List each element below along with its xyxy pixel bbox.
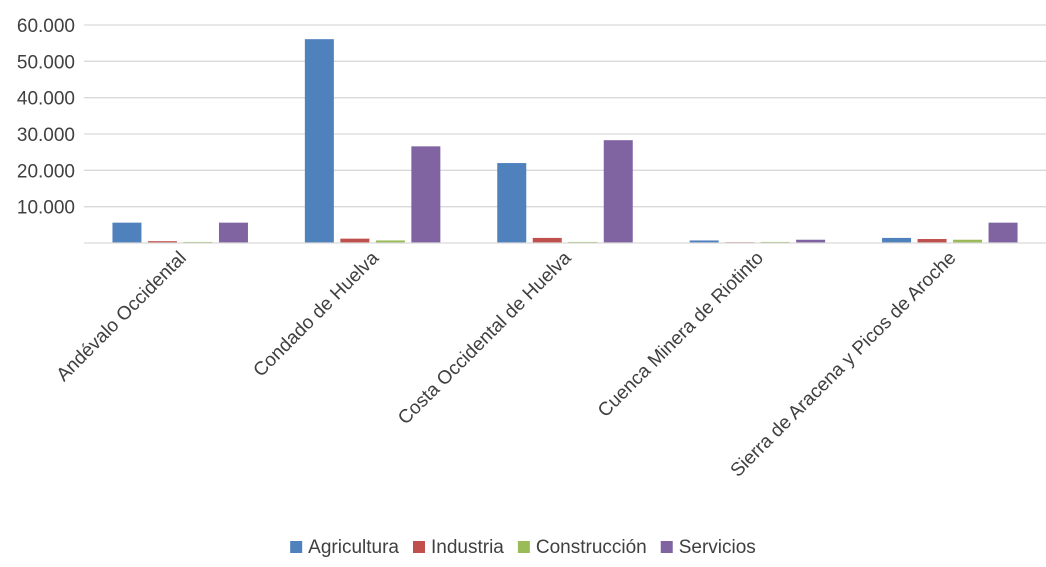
- legend-label: Servicios: [679, 537, 756, 558]
- bar-construcción: [375, 240, 405, 243]
- legend-swatch-servicios: [660, 541, 673, 553]
- legend-swatch-construcción: [517, 541, 530, 553]
- legend-label: Construcción: [536, 537, 647, 558]
- bar-agricultura: [882, 237, 912, 243]
- bar-industria: [147, 241, 177, 243]
- y-tick-label: 20.000: [17, 161, 75, 182]
- bar-agricultura: [304, 39, 334, 243]
- bar-industria: [532, 237, 562, 243]
- x-axis-labels: Andévalo Occidental Condado de Huelva Cost…: [53, 247, 961, 481]
- x-category-label: Cuenca Minera de Riotinto: [594, 248, 768, 422]
- bar-servicios: [988, 222, 1018, 243]
- y-tick-label: 50.000: [17, 52, 75, 73]
- legend-label: Industria: [431, 537, 504, 558]
- bars: [112, 39, 1018, 243]
- legend-swatch-industria: [412, 541, 425, 553]
- bar-agricultura: [689, 240, 719, 243]
- y-tick-label: 60.000: [17, 16, 75, 37]
- legend-label: Agricultura: [308, 537, 399, 558]
- bar-servicios: [603, 140, 633, 243]
- bar-servicios: [796, 239, 826, 243]
- x-category-label: Condado de Huelva: [250, 247, 384, 381]
- y-tick-label: 10.000: [17, 198, 75, 219]
- y-tick-label: 40.000: [17, 89, 75, 110]
- bar-industria: [340, 238, 370, 243]
- bar-servicios: [218, 222, 248, 243]
- legend-swatch-agricultura: [290, 541, 303, 553]
- y-tick-label: 30.000: [17, 125, 75, 146]
- gridlines: [84, 24, 1046, 208]
- bar-agricultura: [112, 222, 142, 243]
- legend: Agricultura Industria Construcción Servicio…: [290, 537, 756, 558]
- x-category-label: Sierra de Aracena y Picos de Aroche: [727, 248, 961, 482]
- bar-industria: [917, 239, 947, 243]
- y-axis-ticks: 10.000 20.000 30.000 40.000 50.000 60.000: [17, 16, 75, 219]
- x-category-label: Andévalo Occidental: [53, 248, 191, 386]
- bar-construcción: [953, 239, 983, 243]
- bar-agricultura: [497, 163, 527, 243]
- bar-servicios: [411, 146, 441, 243]
- x-category-label: Costa Occidental de Huelva: [394, 247, 576, 429]
